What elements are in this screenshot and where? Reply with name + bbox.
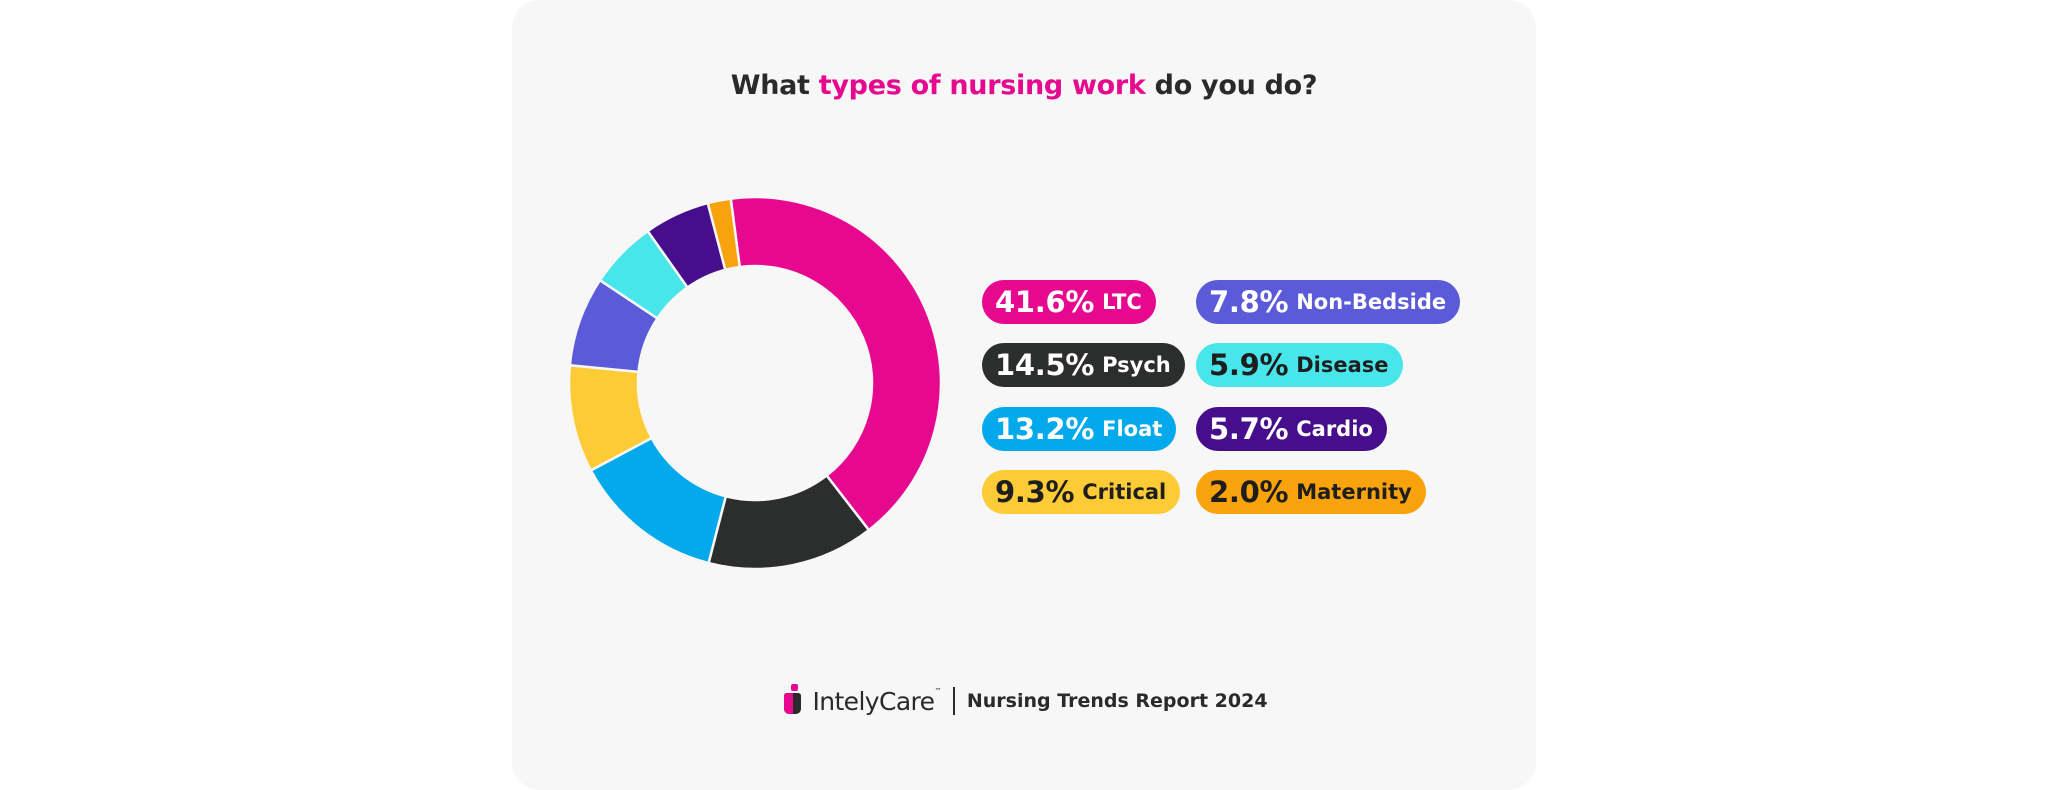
- chart-card: What types of nursing work do you do? 41…: [512, 0, 1536, 790]
- brand-logo: IntelyCare™: [780, 684, 942, 718]
- legend-item-ltc: 41.6% LTC: [982, 280, 1156, 324]
- legend-value: 2.0%: [1209, 475, 1289, 509]
- intelycare-logo-icon: [784, 684, 802, 714]
- legend-label: Maternity: [1296, 480, 1412, 504]
- legend-item-critical: 9.3% Critical: [982, 470, 1181, 514]
- legend-value: 5.9%: [1209, 348, 1289, 382]
- title-accent: types of nursing work: [818, 70, 1146, 101]
- chart-title: What types of nursing work do you do?: [512, 70, 1536, 101]
- title-suffix: do you do?: [1145, 70, 1318, 101]
- legend-label: Critical: [1082, 480, 1167, 504]
- legend-label: Non-Bedside: [1296, 290, 1447, 314]
- donut-slice-ltc: [729, 195, 943, 532]
- legend-item-maternity: 2.0% Maternity: [1196, 470, 1426, 514]
- legend-value: 7.8%: [1209, 285, 1289, 319]
- legend-item-psych: 14.5% Psych: [982, 343, 1185, 387]
- legend-value: 9.3%: [995, 475, 1075, 509]
- report-name: Nursing Trends Report 2024: [966, 690, 1268, 712]
- legend-label: LTC: [1102, 290, 1142, 314]
- legend-item-disease: 5.9% Disease: [1196, 343, 1403, 387]
- legend-label: Psych: [1102, 353, 1171, 377]
- legend-label: Disease: [1296, 353, 1389, 377]
- footer-divider: [952, 687, 955, 715]
- legend-item-float: 13.2% Float: [982, 407, 1177, 451]
- title-prefix: What: [730, 70, 819, 101]
- donut-slice-maternity: [706, 197, 742, 272]
- legend-label: Float: [1102, 417, 1163, 441]
- legend-value: 5.7%: [1209, 412, 1289, 446]
- legend-value: 41.6%: [995, 285, 1095, 319]
- brand-name: IntelyCare™: [812, 686, 941, 716]
- legend-item-non-bedside: 7.8% Non-Bedside: [1196, 280, 1461, 324]
- donut-chart: [567, 195, 943, 571]
- footer: IntelyCare™ Nursing Trends Report 2024: [512, 676, 1536, 726]
- legend-label: Cardio: [1296, 417, 1373, 441]
- legend-value: 13.2%: [995, 412, 1095, 446]
- legend-item-cardio: 5.7% Cardio: [1196, 407, 1387, 451]
- legend-value: 14.5%: [995, 348, 1095, 382]
